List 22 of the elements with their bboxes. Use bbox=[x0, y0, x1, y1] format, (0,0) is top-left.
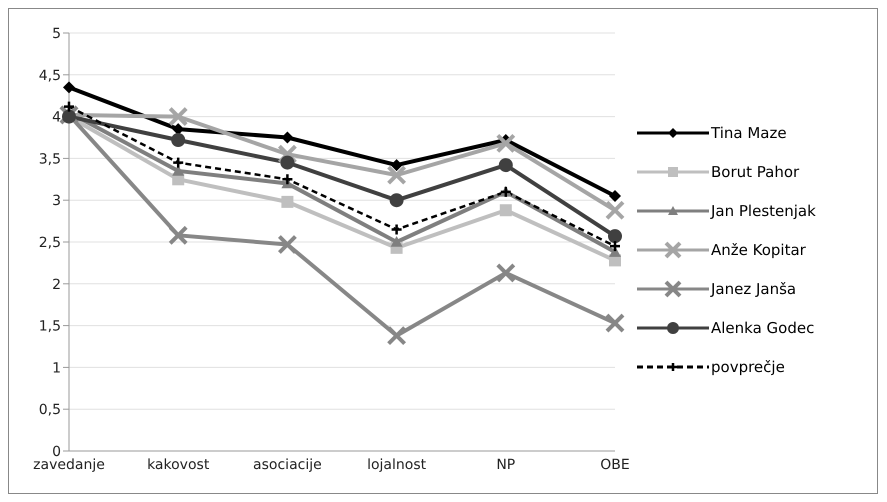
y-tick-label: 2 bbox=[52, 276, 61, 293]
legend-label: Alenka Godec bbox=[711, 319, 814, 337]
x-tick-label: asociacije bbox=[253, 456, 322, 473]
x-tick-label: lojalnost bbox=[367, 456, 427, 473]
legend-label: Borut Pahor bbox=[711, 163, 800, 181]
y-tick-label: 1 bbox=[52, 360, 61, 376]
legend-label: Anže Kopitar bbox=[711, 241, 806, 259]
y-tick-label: 3 bbox=[52, 193, 61, 210]
x-tick-label: kakovost bbox=[147, 456, 210, 473]
legend-label: Janez Janša bbox=[711, 280, 796, 298]
y-tick-label: 3,5 bbox=[38, 151, 61, 168]
y-tick-label: 4 bbox=[52, 110, 62, 126]
legend-label: Jan Plestenjak bbox=[711, 202, 816, 220]
y-tick-label: 5 bbox=[52, 26, 61, 42]
x-tick-label: NP bbox=[496, 456, 516, 473]
legend-label: Tina Maze bbox=[711, 124, 787, 142]
y-tick-label: 2,5 bbox=[38, 234, 61, 251]
y-tick-label: 1,5 bbox=[38, 318, 61, 335]
y-tick-label: 4,5 bbox=[38, 68, 61, 84]
legend-label: povprečje bbox=[711, 358, 785, 376]
y-tick-label: 0,5 bbox=[38, 402, 61, 418]
x-tick-label: OBE bbox=[600, 456, 630, 473]
